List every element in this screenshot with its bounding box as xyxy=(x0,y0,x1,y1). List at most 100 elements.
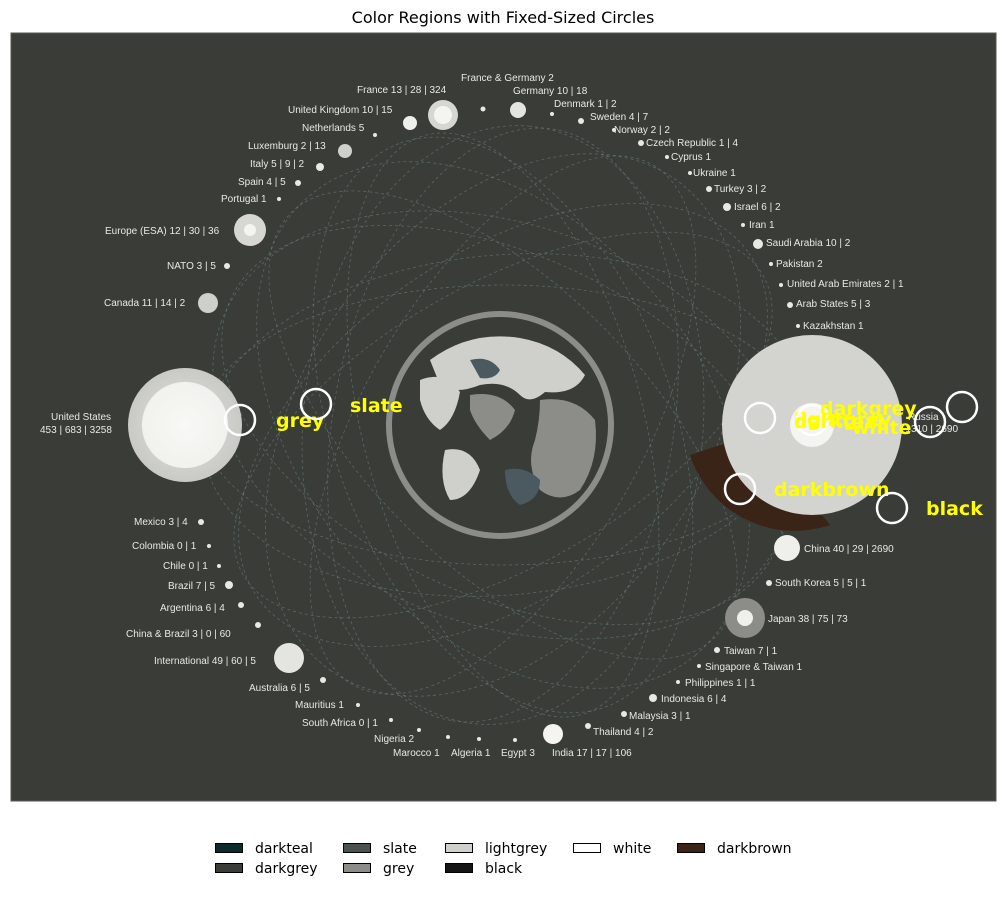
country-label: Australia 6 | 5 xyxy=(249,683,310,694)
orbit-line xyxy=(301,125,705,725)
country-label: Iran 1 xyxy=(749,220,775,231)
country-label: Netherlands 5 xyxy=(302,123,365,134)
country-label: Ukraine 1 xyxy=(693,168,736,179)
germany-circle xyxy=(510,102,526,118)
country-label: Colombia 0 | 1 xyxy=(132,541,197,552)
country-label: India 17 | 17 | 106 xyxy=(552,748,632,759)
country-label: Thailand 4 | 2 xyxy=(593,727,654,738)
russia-inner xyxy=(790,403,834,447)
esa-inner xyxy=(244,224,256,236)
country-label: | 1310 | 2690 xyxy=(900,424,958,435)
legend-swatch xyxy=(445,843,473,853)
country-label: Pakistan 2 xyxy=(776,259,823,270)
country-label: Philippines 1 | 1 xyxy=(685,678,756,689)
marker-circle-slate xyxy=(299,387,333,421)
country-label: Marocco 1 xyxy=(393,748,440,759)
marker-label-lightgrey: lightgrey xyxy=(794,409,892,431)
globe xyxy=(386,311,614,539)
marker-circle-white xyxy=(913,405,947,439)
country-label: Malaysia 3 | 1 xyxy=(629,711,691,722)
country-label: Nigeria 2 xyxy=(374,734,414,745)
country-label: Chile 0 | 1 xyxy=(163,561,208,572)
country-label: France & Germany 2 xyxy=(461,73,554,84)
marker-label-darkteal: darkteal xyxy=(794,411,884,433)
country-label: South Korea 5 | 5 | 1 xyxy=(775,578,867,589)
country-labels: France & Germany 2 France 13 | 28 | 324 Ge… xyxy=(40,73,958,759)
international-circle xyxy=(274,643,304,673)
country-label: Turkey 3 | 2 xyxy=(714,184,767,195)
marker-label-black: black xyxy=(926,498,983,520)
country-label: Egypt 3 xyxy=(501,748,535,759)
orbit-line xyxy=(238,203,768,647)
country-label: Arab States 5 | 3 xyxy=(796,299,871,310)
marker-label-slate: slate xyxy=(350,395,403,417)
country-label: Algeria 1 xyxy=(451,748,491,759)
country-label: Italy 5 | 9 | 2 xyxy=(250,159,305,170)
legend-swatch xyxy=(445,863,473,873)
legend-swatch xyxy=(343,863,371,873)
legend-swatch xyxy=(573,843,601,853)
marker-label-grey: grey xyxy=(276,410,325,432)
orbit-line xyxy=(346,132,660,718)
country-label: South Africa 0 | 1 xyxy=(302,718,378,729)
orbit-line xyxy=(256,161,750,689)
country-label: United Kingdom 10 | 15 xyxy=(288,105,393,116)
luxemburg-circle xyxy=(338,144,352,158)
legend-label: darkteal xyxy=(255,841,313,857)
marker-circle-darkbrown xyxy=(723,472,757,506)
chart-legend: darkteal darkgrey slate grey lightgrey black w… xyxy=(200,840,800,888)
orbit-line xyxy=(233,231,773,619)
china-circle xyxy=(774,535,800,561)
legend-swatch xyxy=(343,843,371,853)
france-inner xyxy=(434,106,452,124)
canada-circle xyxy=(198,293,218,313)
country-label: Cyprus 1 xyxy=(671,152,711,163)
small-dots xyxy=(198,106,800,742)
legend-label: white xyxy=(613,841,652,857)
infographic: France & Germany 2 France 13 | 28 | 324 Ge… xyxy=(40,73,958,759)
legend-label: darkgrey xyxy=(255,861,318,877)
chart-title: Color Regions with Fixed-Sized Circles xyxy=(351,8,655,27)
country-label: International 49 | 60 | 5 xyxy=(154,656,256,667)
orbit-line xyxy=(312,136,694,714)
country-label: Kazakhstan 1 xyxy=(803,321,864,332)
us-circle xyxy=(128,368,242,482)
country-label: Norway 2 | 2 xyxy=(614,125,670,136)
legend-label: black xyxy=(485,861,523,877)
legend-swatch xyxy=(215,843,243,853)
marker-label-darkbrown: darkbrown xyxy=(774,479,890,501)
country-label: France 13 | 28 | 324 xyxy=(357,85,447,96)
country-label: Mexico 3 | 4 xyxy=(134,517,188,528)
marker-circle-darkgrey xyxy=(945,390,979,424)
plot-frame xyxy=(10,32,997,802)
country-label: Germany 10 | 18 xyxy=(513,86,588,97)
orbit-line xyxy=(265,153,741,697)
orbit-line xyxy=(268,190,738,660)
legend-label: darkbrown xyxy=(717,841,792,857)
uk-circle xyxy=(403,116,417,130)
country-label: Luxemburg 2 | 13 xyxy=(248,141,326,152)
country-label: Canada 11 | 14 | 2 xyxy=(104,298,186,309)
orbit-line xyxy=(309,155,697,695)
orbit-line xyxy=(327,127,679,723)
country-label: Indonesia 6 | 4 xyxy=(661,694,727,705)
country-label: Sweden 4 | 7 xyxy=(590,112,649,123)
country-label: Europe (ESA) 12 | 30 | 36 xyxy=(105,226,220,237)
marker-circle-darkteal xyxy=(795,403,829,437)
legend-swatch xyxy=(215,863,243,873)
country-label: 453 | 683 | 3258 xyxy=(40,425,112,436)
legend-label: grey xyxy=(383,861,415,877)
marker-label-white: white xyxy=(852,417,912,439)
country-label: China & Brazil 3 | 0 | 60 xyxy=(126,629,231,640)
marker-label-darkgrey: darkgrey xyxy=(820,398,917,420)
country-label: United Arab Emirates 2 | 1 xyxy=(787,279,904,290)
country-label: Denmark 1 | 2 xyxy=(554,99,617,110)
legend-label: slate xyxy=(383,841,417,857)
legend-swatch xyxy=(677,843,705,853)
chart-plot: France & Germany 2 France 13 | 28 | 324 Ge… xyxy=(10,32,997,802)
country-label: China 40 | 29 | 2690 xyxy=(804,544,894,555)
marker-circle-black xyxy=(875,491,909,525)
marker-circle-lightgrey xyxy=(743,401,777,435)
country-label: Mauritius 1 xyxy=(295,700,344,711)
